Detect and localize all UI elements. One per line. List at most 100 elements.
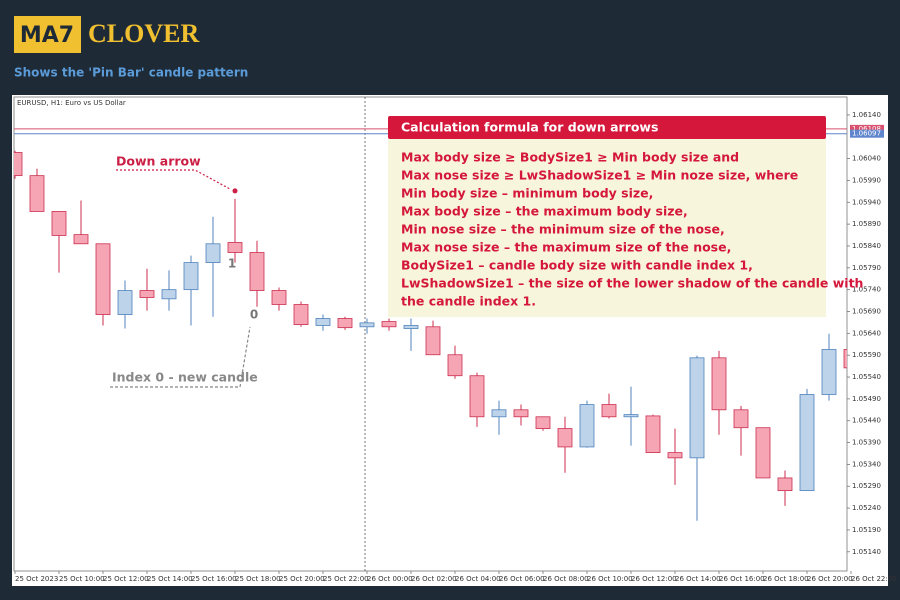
formula-line: BodySize1 – candle body size with candle… [401, 258, 753, 273]
candle-body [645, 415, 661, 454]
candle-body [491, 409, 507, 418]
candle-body [513, 409, 529, 418]
candle-body [95, 243, 111, 315]
symbol-label: EURUSD, H1: Euro vs US Dollar [17, 99, 126, 107]
y-tick-label: 1.05190 [852, 526, 881, 534]
y-tick-label: 1.05240 [852, 504, 881, 512]
y-tick-label: 1.05640 [852, 329, 881, 337]
y-tick-label: 1.05490 [852, 395, 881, 403]
price-level-label: 1.06108 [852, 125, 881, 133]
candle-body [843, 349, 847, 369]
x-tick-label: 25 Oct 2023 [15, 575, 58, 583]
candle-body [29, 175, 45, 212]
candle-body [117, 290, 133, 315]
down-arrow [232, 188, 238, 194]
candle-body [601, 404, 617, 418]
x-tick-label: 25 Oct 18:00 [235, 575, 281, 583]
candle-body [733, 409, 749, 429]
candle-body [821, 349, 837, 395]
formula-line: Max nose size – the maximum size of the … [401, 240, 731, 255]
x-tick-label: 25 Oct 14:00 [147, 575, 193, 583]
y-tick-label: 1.05890 [852, 220, 881, 228]
candle-body [293, 304, 309, 326]
y-tick-label: 1.05940 [852, 198, 881, 206]
x-tick-label: 25 Oct 22:00 [323, 575, 369, 583]
new-candle-label: Index 0 - new candle [112, 370, 258, 385]
y-tick-label: 1.05990 [852, 176, 881, 184]
x-tick-label: 26 Oct 04:00 [455, 575, 501, 583]
x-tick-label: 25 Oct 12:00 [103, 575, 149, 583]
formula-line: the candle index 1. [401, 294, 536, 309]
y-tick-label: 1.05340 [852, 460, 881, 468]
price-level-tag [850, 129, 884, 138]
y-tick-label: 1.06140 [852, 111, 881, 119]
candle-body [711, 357, 727, 411]
x-tick-label: 26 Oct 08:00 [543, 575, 589, 583]
candle-body [623, 414, 639, 418]
formula-lines: Max body size ≥ BodySize1 ≥ Min body siz… [401, 150, 863, 309]
y-tick-label: 1.05690 [852, 308, 881, 316]
price-level-label: 1.06097 [852, 130, 881, 138]
candle-body [799, 394, 815, 492]
candle-body [403, 325, 419, 329]
candle-body [447, 354, 463, 377]
logo-left: MA7 [20, 23, 74, 48]
x-tick-label: 26 Oct 00:00 [367, 575, 413, 583]
x-tick-label: 25 Oct 20:00 [279, 575, 325, 583]
index1-label: 1 [228, 257, 236, 271]
formula-line: Max body size ≥ BodySize1 ≥ Min body siz… [401, 150, 739, 165]
x-tick-label: 26 Oct 22:00 [851, 575, 897, 583]
y-tick-label: 1.05440 [852, 417, 881, 425]
y-tick-label: 1.05590 [852, 351, 881, 359]
candle-body [579, 404, 595, 448]
candle-body [227, 242, 243, 253]
logo-right: CLOVER [88, 19, 199, 48]
candle-body [73, 234, 89, 245]
x-tick-label: 26 Oct 10:00 [587, 575, 633, 583]
y-tick-label: 1.05390 [852, 439, 881, 447]
x-tick-label: 26 Oct 02:00 [411, 575, 457, 583]
x-tick-label: 26 Oct 20:00 [807, 575, 853, 583]
candle-body [249, 252, 265, 291]
plot-frame [13, 96, 848, 572]
down-arrow-pointer [116, 169, 231, 190]
x-tick-label: 26 Oct 12:00 [631, 575, 677, 583]
formula-title: Calculation formula for down arrows [401, 120, 658, 135]
x-tick-label: 25 Oct 10:00 [59, 575, 105, 583]
formula-header [388, 116, 826, 139]
formula-line: Min body size – minimum body size, [401, 186, 653, 201]
formula-line: LwShadowSize1 – the size of the lower sh… [401, 276, 863, 291]
candle-body [755, 427, 771, 479]
candle-body [315, 318, 331, 326]
subtitle: Shows the 'Pin Bar' candle pattern [14, 66, 248, 80]
candle-body [205, 243, 221, 263]
candle-body [183, 262, 199, 291]
y-tick-label: 1.06040 [852, 155, 881, 163]
candle-body [51, 211, 67, 236]
down-arrow-label: Down arrow [116, 154, 201, 169]
index0-label: 0 [250, 308, 258, 322]
formula-line: Min nose size – the minimum size of the … [401, 222, 725, 237]
x-tick-label: 26 Oct 06:00 [499, 575, 545, 583]
y-tick-label: 1.05840 [852, 242, 881, 250]
candle-body [337, 318, 353, 329]
price-level-tag [850, 124, 884, 133]
y-tick-label: 1.05790 [852, 264, 881, 272]
candle-body [689, 357, 705, 459]
axes: 1.05140 1.05190 1.05240 1.05290 1.05340 1.053… [14, 111, 897, 583]
y-tick-label: 1.05140 [852, 548, 881, 556]
candle-body [359, 322, 375, 328]
candle-body [271, 290, 287, 305]
x-tick-label: 25 Oct 16:00 [191, 575, 237, 583]
candle-body [469, 375, 485, 418]
y-tick-label: 1.05540 [852, 373, 881, 381]
x-tick-label: 26 Oct 18:00 [763, 575, 809, 583]
formula-line: Max body size – the maximum body size, [401, 204, 688, 219]
logo-box [14, 16, 81, 53]
candle-body [777, 477, 793, 492]
plot-area [14, 128, 847, 521]
candle-body [139, 290, 155, 298]
candle-body [535, 416, 551, 429]
new-candle-pointer [110, 326, 251, 388]
formula-body [388, 139, 826, 317]
